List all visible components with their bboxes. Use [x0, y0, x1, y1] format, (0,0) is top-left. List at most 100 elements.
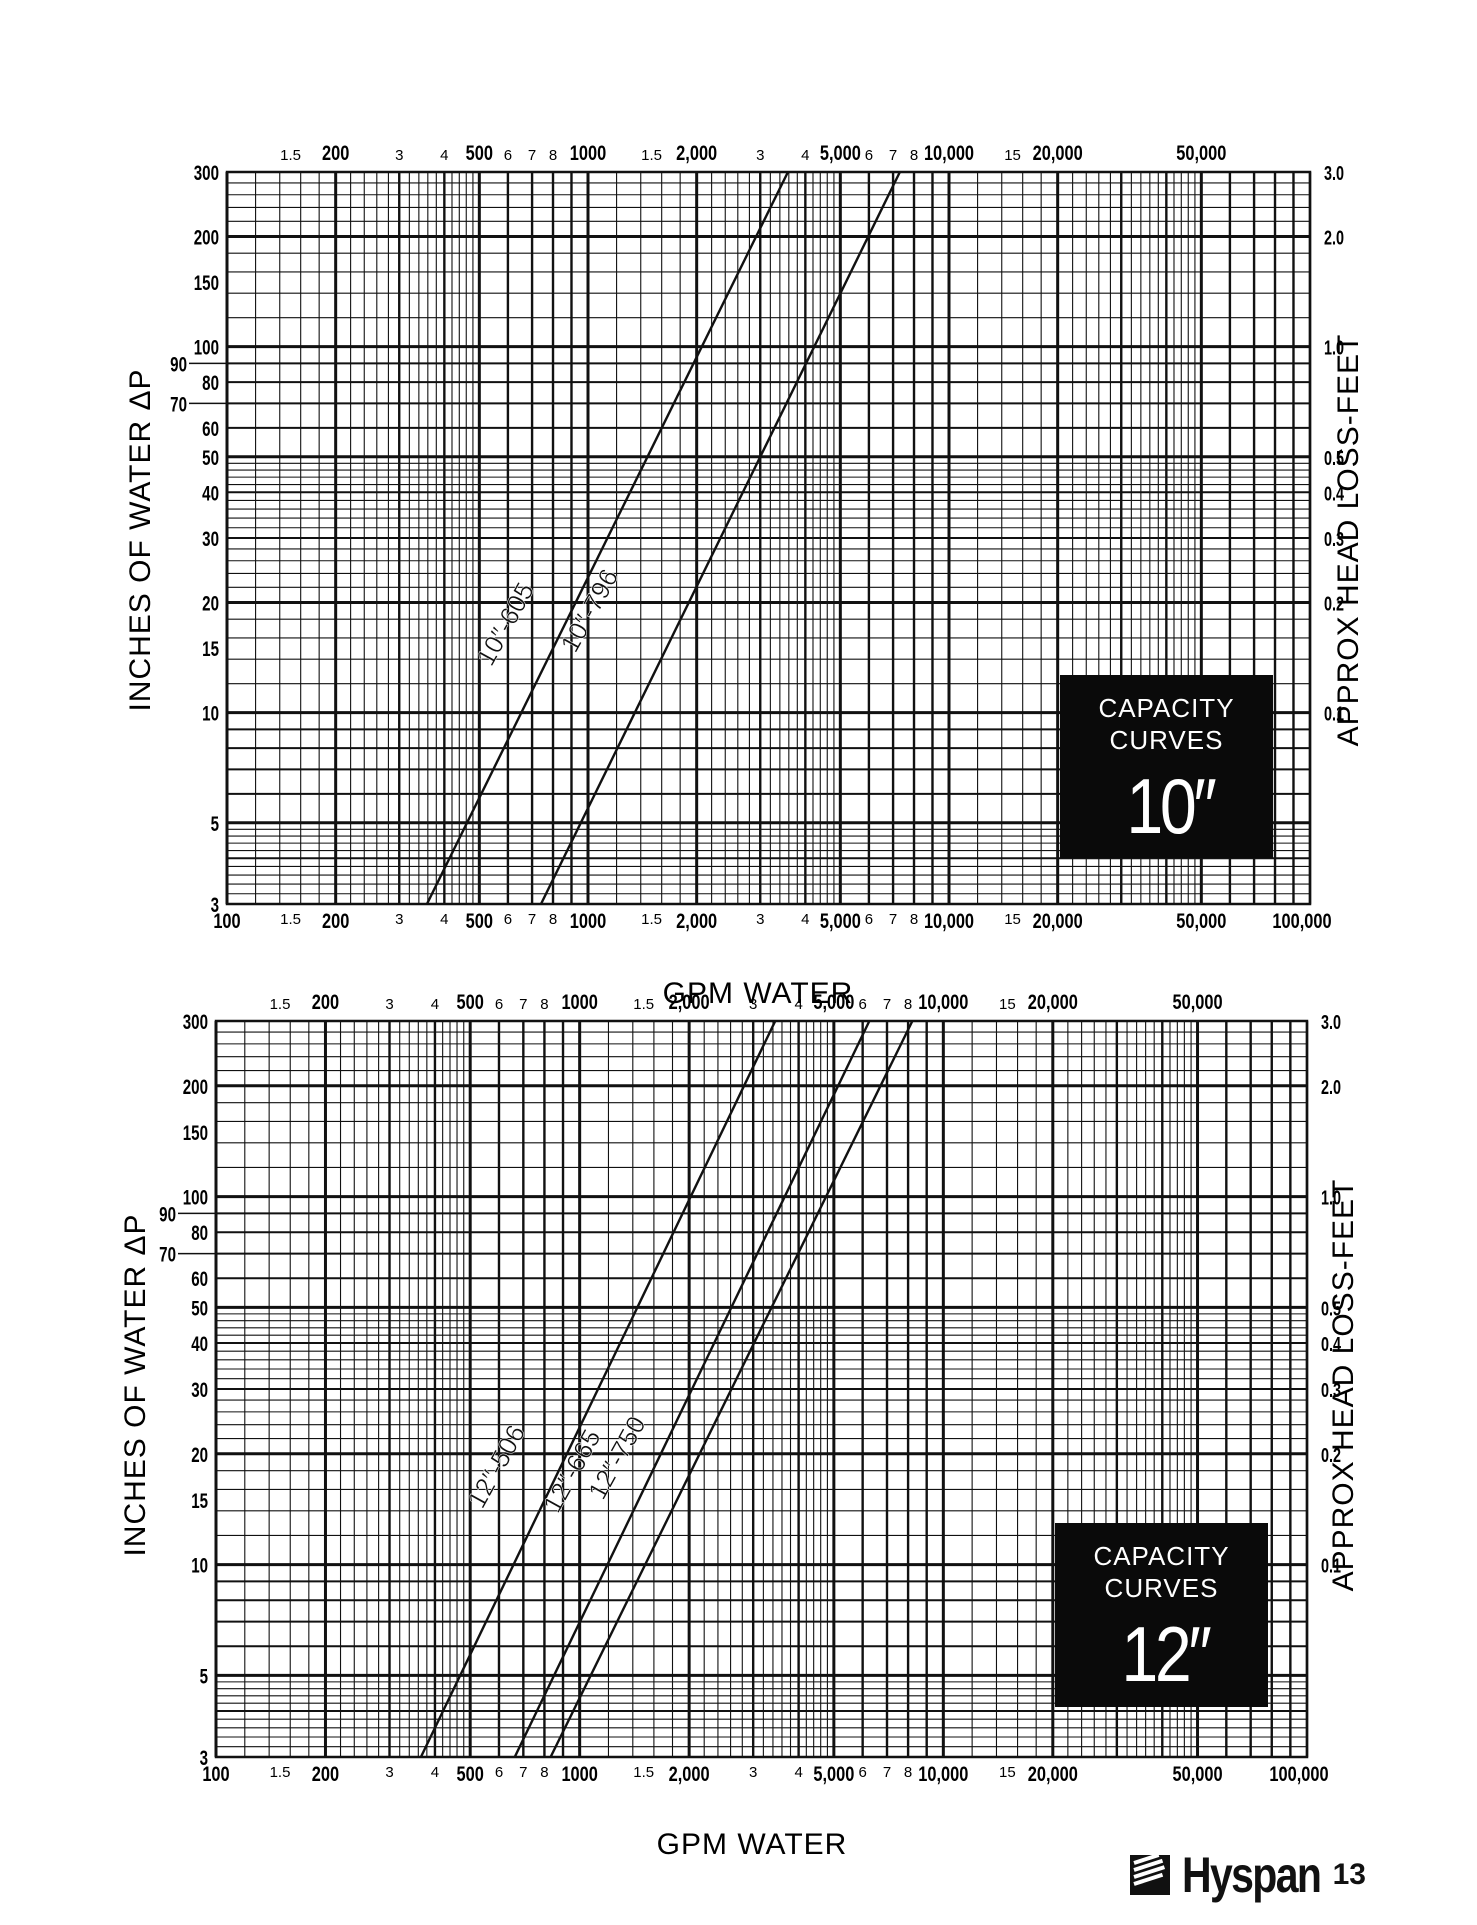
- svg-text:4: 4: [440, 911, 448, 928]
- svg-text:7: 7: [528, 147, 536, 164]
- y-axis-title: INCHES OF WATER ΔP: [119, 1213, 152, 1556]
- svg-text:2,000: 2,000: [676, 141, 717, 164]
- curve-label: 12″-506: [461, 1420, 531, 1513]
- y2-axis-title: APPROX HEAD LOSS-FEET: [1332, 334, 1365, 747]
- svg-text:40: 40: [202, 481, 219, 505]
- hyspan-logo-icon: [1130, 1855, 1170, 1895]
- svg-text:100: 100: [183, 1185, 208, 1209]
- chart-12-inch: 1.5 200 3 4 500 6 7 8 1000 1.5 2,000 3 4 5,000 6 7 8 10,0…: [119, 990, 1360, 1861]
- svg-text:0.3: 0.3: [1324, 528, 1344, 551]
- svg-text:50,000: 50,000: [1172, 1762, 1222, 1785]
- svg-text:4: 4: [801, 911, 809, 928]
- svg-text:200: 200: [183, 1074, 208, 1098]
- svg-text:6: 6: [495, 996, 503, 1013]
- svg-text:200: 200: [322, 141, 349, 164]
- svg-text:CURVES: CURVES: [1110, 725, 1224, 755]
- svg-text:200: 200: [312, 1762, 339, 1785]
- page-footer: Hyspan 13: [1130, 1850, 1366, 1900]
- svg-text:1.5: 1.5: [280, 147, 301, 164]
- svg-text:20,000: 20,000: [1028, 990, 1078, 1013]
- svg-text:1.5: 1.5: [280, 911, 301, 928]
- curve-line: [513, 1020, 871, 1758]
- svg-text:1.5: 1.5: [641, 147, 662, 164]
- svg-text:20,000: 20,000: [1033, 909, 1083, 932]
- curve-line: [419, 1020, 777, 1758]
- svg-text:2,000: 2,000: [676, 909, 717, 932]
- svg-text:20: 20: [202, 591, 219, 615]
- y2-axis-ticks: 3.0 2.0 1.0 0.5 0.4 0.3 0.2 0.1: [1321, 1011, 1341, 1578]
- svg-text:7: 7: [519, 996, 527, 1013]
- svg-text:6: 6: [495, 1764, 503, 1781]
- x-axis-bottom-ticks: 100 1.5 200 3 4 500 6 7 8 1000 1.5 2,000 3 4 5,000 6 7 8 1…: [213, 909, 1331, 932]
- svg-text:15: 15: [191, 1488, 208, 1512]
- svg-text:10,000: 10,000: [924, 909, 974, 932]
- svg-text:3: 3: [211, 892, 219, 916]
- svg-text:7: 7: [889, 911, 897, 928]
- x-axis-bottom-ticks: 100 1.5 200 3 4 500 6 7 8 1000 1.5 2,000 3 4 5,000 6 7 8 1…: [202, 1762, 1328, 1785]
- svg-text:100,000: 100,000: [1269, 1762, 1328, 1785]
- svg-text:8: 8: [904, 1764, 912, 1781]
- svg-text:0.2: 0.2: [1324, 592, 1344, 615]
- svg-text:3: 3: [395, 911, 403, 928]
- svg-text:15: 15: [202, 637, 219, 661]
- svg-text:CAPACITY: CAPACITY: [1093, 1541, 1229, 1571]
- svg-text:2,000: 2,000: [669, 1762, 710, 1785]
- svg-text:1.5: 1.5: [270, 1764, 291, 1781]
- svg-text:5: 5: [200, 1664, 208, 1688]
- curve-line: [425, 171, 790, 905]
- svg-text:1.0: 1.0: [1321, 1186, 1341, 1209]
- x-axis-title: GPM WATER: [657, 1828, 848, 1861]
- curve-line: [549, 1020, 914, 1758]
- svg-text:60: 60: [191, 1267, 208, 1291]
- svg-text:300: 300: [194, 160, 219, 184]
- svg-text:200: 200: [312, 990, 339, 1013]
- svg-text:4: 4: [440, 147, 448, 164]
- x-axis-top-ticks: 1.5 200 3 4 500 6 7 8 1000 1.5 2,000 3 4 5,000 6 7 8 10,0…: [270, 990, 1223, 1013]
- svg-text:7: 7: [889, 147, 897, 164]
- svg-text:15: 15: [999, 1764, 1016, 1781]
- svg-text:50,000: 50,000: [1176, 909, 1226, 932]
- svg-text:3: 3: [749, 996, 757, 1013]
- svg-text:5,000: 5,000: [820, 141, 861, 164]
- plot-frame: [214, 1019, 1309, 1759]
- svg-text:1.5: 1.5: [270, 996, 291, 1013]
- svg-text:4: 4: [794, 1764, 802, 1781]
- svg-text:500: 500: [466, 909, 493, 932]
- svg-text:15: 15: [1004, 147, 1021, 164]
- y2-axis-title: APPROX HEAD LOSS-FEET: [1327, 1179, 1360, 1592]
- svg-text:7: 7: [519, 1764, 527, 1781]
- svg-text:7: 7: [528, 911, 536, 928]
- svg-text:80: 80: [202, 371, 219, 395]
- svg-text:7: 7: [883, 1764, 891, 1781]
- svg-text:10″: 10″: [1126, 763, 1216, 850]
- page-number: 13: [1332, 1858, 1366, 1891]
- svg-text:200: 200: [322, 909, 349, 932]
- svg-text:20,000: 20,000: [1033, 141, 1083, 164]
- svg-text:10,000: 10,000: [918, 990, 968, 1013]
- svg-text:2,000: 2,000: [669, 990, 710, 1013]
- svg-text:8: 8: [910, 147, 918, 164]
- svg-text:0.1: 0.1: [1324, 702, 1344, 725]
- y2-axis-ticks: 3.0 2.0 1.0 0.5 0.4 0.3 0.2 0.1: [1324, 162, 1344, 726]
- svg-text:2.0: 2.0: [1324, 226, 1344, 249]
- y-axis-ticks: 300 200 150 100 90 80 70 60 50 40 30 20 15 10 5 3: [170, 160, 227, 917]
- x-axis-title: GPM WATER: [663, 977, 854, 1010]
- svg-text:150: 150: [194, 271, 219, 295]
- svg-text:8: 8: [910, 911, 918, 928]
- svg-text:10: 10: [191, 1553, 208, 1577]
- svg-text:50,000: 50,000: [1172, 990, 1222, 1013]
- svg-text:6: 6: [865, 147, 873, 164]
- svg-text:100: 100: [202, 1762, 229, 1785]
- svg-text:1000: 1000: [561, 1762, 597, 1785]
- svg-text:3.0: 3.0: [1324, 162, 1344, 185]
- svg-text:30: 30: [191, 1377, 208, 1401]
- svg-text:3: 3: [756, 147, 764, 164]
- svg-text:100: 100: [213, 909, 240, 932]
- svg-text:1.5: 1.5: [633, 996, 654, 1013]
- svg-text:5,000: 5,000: [813, 1762, 854, 1785]
- svg-text:70: 70: [159, 1242, 176, 1266]
